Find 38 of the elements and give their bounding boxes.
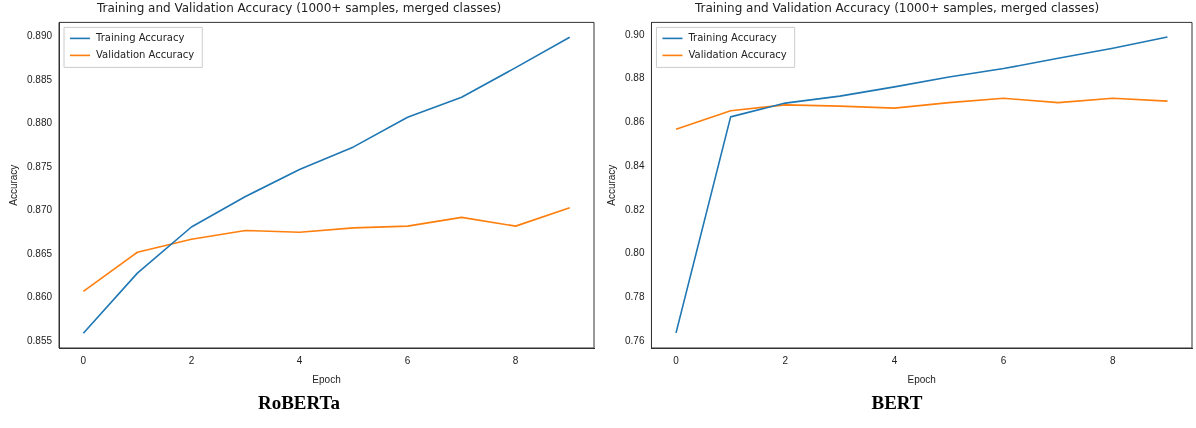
text: RoBERTa xyxy=(256,392,342,414)
y-tick-label: 0.870 xyxy=(26,204,53,216)
legend-label: Training Accuracy xyxy=(687,31,777,43)
y-axis-title: Accuracy xyxy=(7,164,19,206)
chart-title: Training and Validation Accuracy (1000+ samples, merged classes) xyxy=(95,1,502,16)
y-tick-label: 0.76 xyxy=(624,334,645,346)
x-tick-label: 2 xyxy=(782,354,789,366)
y-tick-label: 0.890 xyxy=(26,30,53,42)
x-tick-label: 8 xyxy=(1110,354,1117,366)
x-tick-label: 6 xyxy=(404,354,411,366)
x-tick-label: 8 xyxy=(512,354,519,366)
y-tick-label: 0.88 xyxy=(624,72,645,84)
text: BERT xyxy=(870,392,924,414)
y-tick-label: 0.875 xyxy=(26,160,53,172)
legend-label: Validation Accuracy xyxy=(96,48,195,60)
legend-label: Training Accuracy xyxy=(95,31,185,43)
y-tick-label: 0.855 xyxy=(26,334,53,346)
x-tick-label: 6 xyxy=(1000,354,1007,366)
x-axis-title: Epoch xyxy=(907,373,936,385)
y-tick-label: 0.82 xyxy=(624,203,645,215)
y-tick-label: 0.78 xyxy=(624,291,645,303)
y-tick-label: 0.880 xyxy=(26,117,53,129)
x-tick-label: 0 xyxy=(673,354,680,366)
x-axis-title: Epoch xyxy=(312,373,341,385)
x-tick-label: 2 xyxy=(188,354,195,366)
y-tick-label: 0.84 xyxy=(624,159,645,171)
y-tick-label: 0.860 xyxy=(26,291,53,303)
x-tick-label: 4 xyxy=(296,354,303,366)
y-tick-label: 0.80 xyxy=(624,247,645,259)
x-tick-label: 0 xyxy=(80,354,87,366)
y-tick-label: 0.885 xyxy=(26,73,53,85)
chart-title: Training and Validation Accuracy (1000+ samples, merged classes) xyxy=(693,1,1100,16)
y-tick-label: 0.86 xyxy=(624,116,645,128)
y-tick-label: 0.865 xyxy=(26,247,53,259)
x-tick-label: 4 xyxy=(891,354,898,366)
y-tick-label: 0.90 xyxy=(624,28,645,40)
legend-label: Validation Accuracy xyxy=(688,48,787,60)
y-axis-title: Accuracy xyxy=(605,164,617,206)
